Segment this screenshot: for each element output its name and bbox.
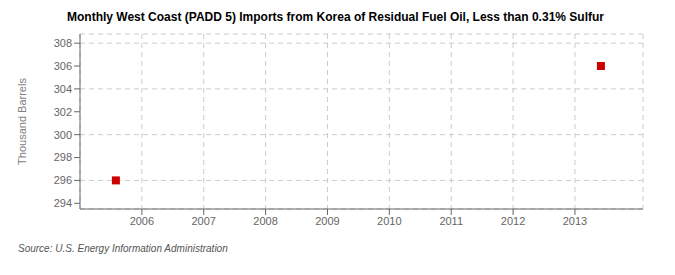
svg-text:2013: 2013 bbox=[563, 215, 587, 227]
svg-text:304: 304 bbox=[54, 83, 72, 95]
svg-text:300: 300 bbox=[54, 129, 72, 141]
svg-text:302: 302 bbox=[54, 106, 72, 118]
svg-text:2012: 2012 bbox=[501, 215, 525, 227]
svg-text:Thousand Barrels: Thousand Barrels bbox=[16, 78, 28, 165]
svg-text:296: 296 bbox=[54, 174, 72, 186]
svg-text:2011: 2011 bbox=[439, 215, 463, 227]
svg-text:2007: 2007 bbox=[191, 215, 215, 227]
svg-text:308: 308 bbox=[54, 37, 72, 49]
html-text:Source: U.S. Energy Informatio: Source: U.S. Energy Information Administ… bbox=[18, 243, 228, 254]
svg-text:2008: 2008 bbox=[253, 215, 277, 227]
svg-text:306: 306 bbox=[54, 60, 72, 72]
svg-text:2010: 2010 bbox=[377, 215, 401, 227]
svg-text:294: 294 bbox=[54, 197, 72, 209]
svg-text:298: 298 bbox=[54, 151, 72, 163]
svg-text:2006: 2006 bbox=[130, 215, 154, 227]
html-text:Monthly West Coast (PADD 5) Im: Monthly West Coast (PADD 5) Imports from… bbox=[67, 10, 604, 24]
svg-text:2009: 2009 bbox=[315, 215, 339, 227]
